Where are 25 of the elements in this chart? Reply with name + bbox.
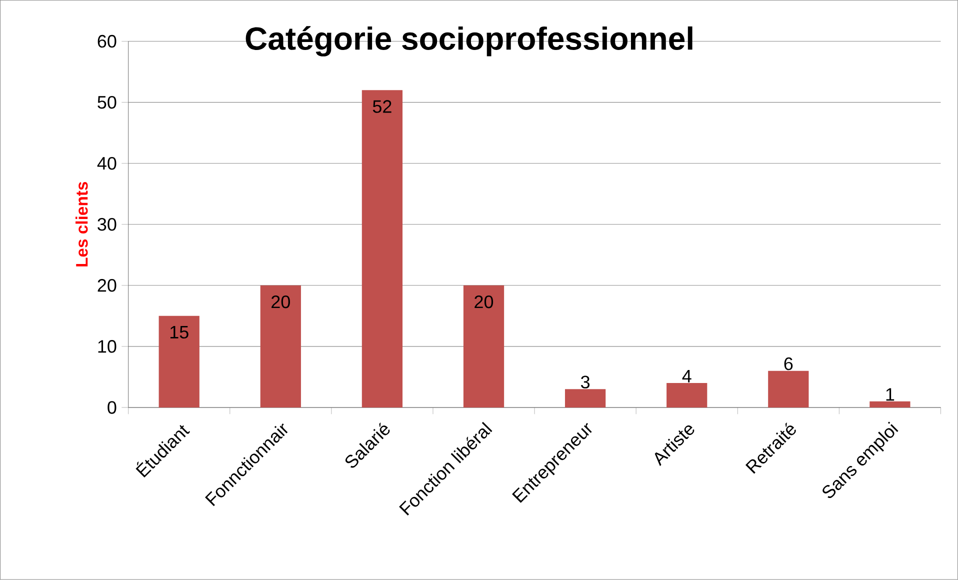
data-label: 1	[886, 388, 894, 401]
y-tick-label: 20	[98, 279, 116, 292]
data-label: 4	[682, 370, 692, 382]
y-tick-label: 40	[97, 157, 116, 170]
data-label: 3	[580, 376, 590, 389]
bar	[158, 316, 200, 408]
bar	[564, 389, 606, 408]
chart-title: Catégorie socioprofessionnel	[246, 26, 692, 57]
data-label: 52	[372, 100, 392, 114]
y-tick-label: 50	[98, 96, 116, 109]
data-label: 15	[170, 326, 188, 339]
bar	[768, 370, 809, 408]
bar	[870, 401, 910, 408]
y-axis-title: Les clients	[76, 182, 88, 266]
bar	[362, 90, 403, 408]
data-label: 20	[272, 296, 290, 308]
bar	[260, 286, 301, 408]
data-label: 20	[474, 296, 494, 308]
data-label: 6	[784, 357, 793, 370]
bar	[463, 286, 504, 408]
y-tick-label: 60	[98, 35, 116, 48]
y-tick-label: 0	[108, 401, 116, 414]
y-tick-label: 30	[98, 218, 116, 231]
y-tick-label: 10	[98, 340, 116, 353]
bar	[666, 383, 708, 408]
